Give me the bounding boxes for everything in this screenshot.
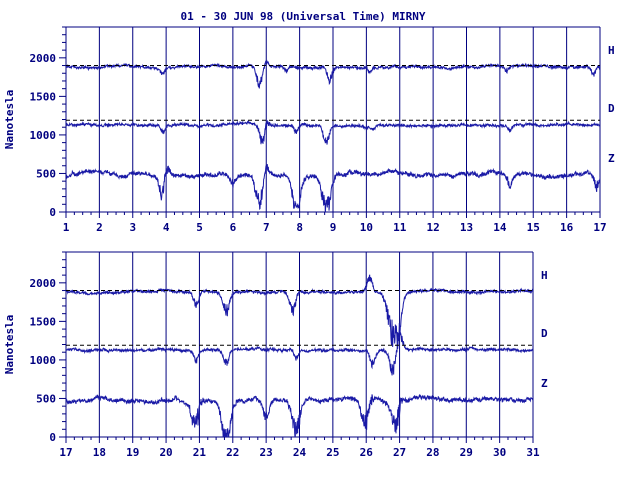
y-tick-label: 0 xyxy=(49,431,56,444)
x-tick-label: 29 xyxy=(460,446,473,459)
y-axis-title: Nanotesla xyxy=(3,315,16,375)
panel-17-31-jun: 17 18 19 20 21 22 23 24 25 26 27 28 29 30 31 0 500 1000 15… xyxy=(3,251,548,459)
x-tick-label: 31 xyxy=(526,446,540,459)
x-tick-label: 25 xyxy=(326,446,339,459)
x-tick-label: 5 xyxy=(196,221,203,234)
x-tick-label: 30 xyxy=(493,446,506,459)
x-tick-label: 26 xyxy=(360,446,374,459)
x-tick-label: 24 xyxy=(293,446,307,459)
series-label-h: H xyxy=(541,269,548,282)
x-tick-label: 23 xyxy=(260,446,273,459)
x-tick-label: 1 xyxy=(63,221,70,234)
x-tick-label: 4 xyxy=(163,221,170,234)
x-tick-label: 11 xyxy=(393,221,407,234)
series-label-d: D xyxy=(608,102,615,115)
trace-h xyxy=(66,59,600,89)
y-tick-label: 1000 xyxy=(30,354,57,367)
x-tick-label: 13 xyxy=(460,221,473,234)
y-tick-label: 1500 xyxy=(30,315,57,328)
x-tick-label: 3 xyxy=(129,221,136,234)
chart-title: 01 - 30 JUN 98 (Universal Time) MIRNY xyxy=(180,10,425,23)
x-tick-label: 6 xyxy=(230,221,237,234)
trace-d xyxy=(66,120,600,145)
x-tick-label: 28 xyxy=(426,446,439,459)
x-tick-label: 10 xyxy=(360,221,373,234)
x-tick-label: 27 xyxy=(393,446,406,459)
panel-1-17-jun: 1 2 3 4 5 6 7 8 9 10 11 12 13 14 15 16 17050010001500200… xyxy=(3,26,615,234)
x-tick-label: 9 xyxy=(330,221,337,234)
trace-z xyxy=(66,164,600,212)
trace-h xyxy=(66,274,533,347)
x-tick-label: 16 xyxy=(560,221,574,234)
x-tick-label: 19 xyxy=(126,446,139,459)
x-tick-label: 17 xyxy=(59,446,72,459)
y-tick-label: 0 xyxy=(49,206,56,219)
y-axis-title: Nanotesla xyxy=(3,90,16,150)
series-label-z: Z xyxy=(608,152,615,165)
y-tick-label: 500 xyxy=(36,167,56,180)
y-tick-label: 2000 xyxy=(30,52,57,65)
y-tick-label: 500 xyxy=(36,392,56,405)
x-tick-label: 15 xyxy=(527,221,540,234)
x-tick-label: 18 xyxy=(93,446,106,459)
x-tick-label: 21 xyxy=(193,446,207,459)
x-tick-label: 7 xyxy=(263,221,270,234)
x-tick-label: 14 xyxy=(493,221,507,234)
series-label-h: H xyxy=(608,44,615,57)
y-tick-label: 2000 xyxy=(30,277,57,290)
x-tick-label: 22 xyxy=(226,446,239,459)
x-tick-label: 20 xyxy=(159,446,172,459)
x-tick-label: 12 xyxy=(427,221,440,234)
series-label-d: D xyxy=(541,327,548,340)
x-tick-label: 8 xyxy=(296,221,303,234)
x-tick-label: 2 xyxy=(96,221,103,234)
trace-d xyxy=(66,330,533,376)
y-tick-label: 1000 xyxy=(30,129,57,142)
y-tick-label: 1500 xyxy=(30,90,57,103)
series-label-z: Z xyxy=(541,377,548,390)
x-tick-label: 17 xyxy=(593,221,606,234)
trace-z xyxy=(66,393,533,437)
